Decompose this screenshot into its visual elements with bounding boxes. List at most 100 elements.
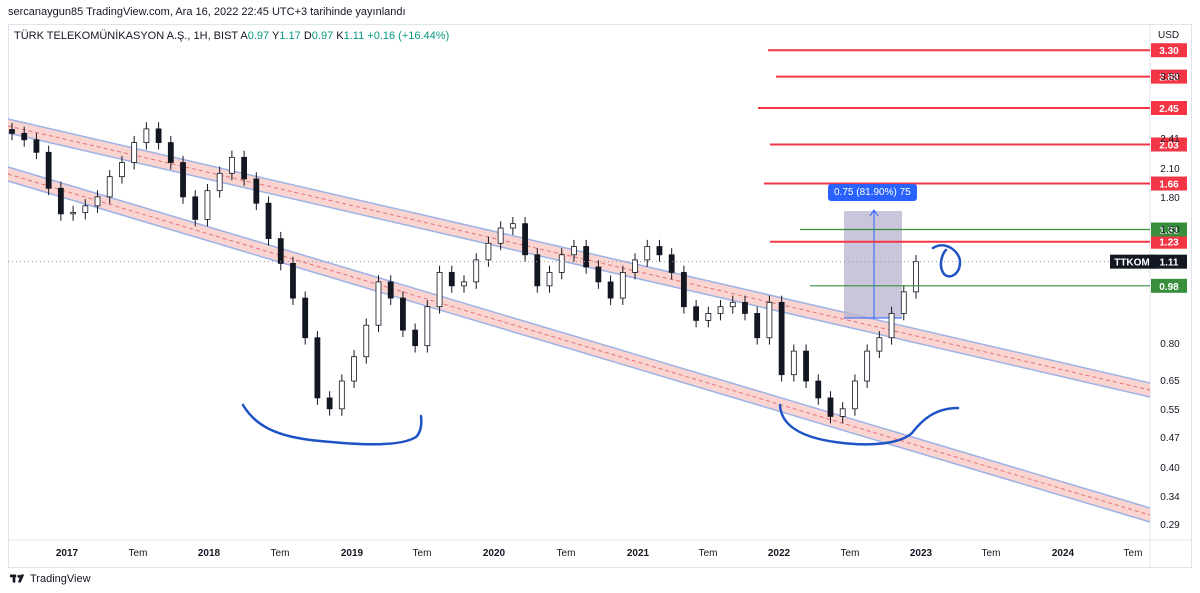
candle-up <box>717 306 724 314</box>
candle-down <box>21 132 28 141</box>
upper-channel-upper-line <box>7 118 1151 384</box>
candle-up <box>351 356 357 382</box>
candle-down <box>180 162 186 198</box>
measure-arrow-head <box>869 209 879 217</box>
x-tick-label: Tem <box>1124 548 1143 559</box>
candle-down <box>803 350 809 382</box>
candle-down <box>277 238 284 264</box>
candle-up <box>485 242 492 261</box>
candle-up <box>790 350 797 376</box>
x-tick-label: 2020 <box>483 548 506 559</box>
tradingview-logo-icon <box>10 574 25 583</box>
candle-up <box>558 254 565 273</box>
candle-down <box>742 301 748 314</box>
candle-up <box>497 227 504 244</box>
current-price-badge <box>1151 254 1187 269</box>
candle-down <box>167 142 174 163</box>
candle-up <box>644 246 651 261</box>
candle-down <box>754 313 761 339</box>
x-tick-label: Tem <box>129 548 148 559</box>
y-tick-label: 3.50 <box>1160 72 1180 83</box>
x-tick-label: Tem <box>841 548 860 559</box>
candle-up <box>705 313 712 321</box>
candle-down <box>192 196 199 220</box>
candle-up <box>632 259 638 273</box>
candle-down <box>778 301 785 376</box>
x-tick-label: 2022 <box>768 548 791 559</box>
candle-down <box>302 297 309 339</box>
candle-up <box>546 272 553 287</box>
candle-down <box>253 178 260 204</box>
candle-up <box>436 272 443 308</box>
candle-down <box>326 397 333 410</box>
candle-up <box>839 408 846 417</box>
candle-down <box>9 129 15 134</box>
current-symbol-badge <box>1110 254 1156 269</box>
level-badge-0.98 <box>1151 278 1187 293</box>
x-tick-label: Tem <box>271 548 290 559</box>
candle-up <box>119 162 125 178</box>
x-tick-label: 2017 <box>56 548 79 559</box>
x-tick-label: 2021 <box>627 548 650 559</box>
upper-channel-lower-line <box>7 132 1151 398</box>
candle-up <box>888 313 895 339</box>
candle-up <box>876 337 883 352</box>
x-tick-label: Tem <box>557 548 576 559</box>
candle-up <box>619 272 626 299</box>
measure-label[interactable]: 0.75 (81.90%) 75 <box>828 184 917 201</box>
level-badge-1.23 <box>1151 234 1187 249</box>
candle-up <box>338 380 345 410</box>
lower-channel-upper-line <box>7 166 1151 509</box>
level-badge-2.88 <box>1151 69 1187 84</box>
lower-channel-mid-line <box>7 173 1151 516</box>
chart-frame <box>8 24 1192 568</box>
candle-up <box>375 281 382 326</box>
open-value: 0.97 <box>247 30 270 42</box>
candle-up <box>864 350 871 382</box>
y-tick-label: 0.47 <box>1160 433 1180 444</box>
x-tick-label: 2023 <box>910 548 933 559</box>
upper-channel-mid-line <box>7 125 1151 391</box>
x-tick-label: Tem <box>982 548 1001 559</box>
annotation-left-curve <box>241 403 423 446</box>
candle-down <box>314 337 321 399</box>
level-label-1.31: 1.31 <box>1159 225 1179 236</box>
candle-up <box>94 196 101 207</box>
lower-channel-lower-line <box>7 180 1151 523</box>
candle-up <box>766 301 773 339</box>
y-tick-label: 0.55 <box>1160 405 1180 416</box>
candle-down <box>607 281 614 299</box>
candle-down <box>400 297 406 331</box>
current-price: 1.11 <box>1160 258 1179 269</box>
candle-up <box>82 205 89 213</box>
symbol-legend: TÜRK TELEKOMÜNİKASYON A.Ş., 1H, BIST A0.… <box>14 30 449 42</box>
level-badge-2.03 <box>1151 137 1187 152</box>
candle-down <box>57 187 64 215</box>
x-tick-label: 2018 <box>198 548 221 559</box>
candle-up <box>913 261 919 293</box>
candle-down <box>33 139 40 153</box>
high-value: 1.17 <box>279 30 301 42</box>
candle-down <box>265 202 272 239</box>
y-tick-label: 0.40 <box>1160 463 1180 474</box>
candle-down <box>290 263 296 299</box>
level-badge-3.30 <box>1151 43 1187 58</box>
candle-down <box>412 329 419 347</box>
candle-down <box>815 380 822 399</box>
candle-down <box>387 281 394 299</box>
level-label-1.23: 1.23 <box>1159 238 1179 249</box>
level-label-2.03: 2.03 <box>1159 140 1179 151</box>
change-value: +0.16 (+16.44%) <box>367 30 450 42</box>
y-tick-label: 0.29 <box>1160 520 1180 531</box>
close-label: K <box>336 30 344 42</box>
annotation-circle <box>931 244 962 278</box>
y-tick-label: 0.80 <box>1160 339 1180 350</box>
low-label: D <box>303 30 312 42</box>
candle-up <box>228 156 235 174</box>
x-tick-label: Tem <box>413 548 432 559</box>
candle-down <box>155 128 162 143</box>
candle-up <box>216 172 223 192</box>
candle-up <box>363 324 370 358</box>
open-label: A <box>240 30 248 42</box>
